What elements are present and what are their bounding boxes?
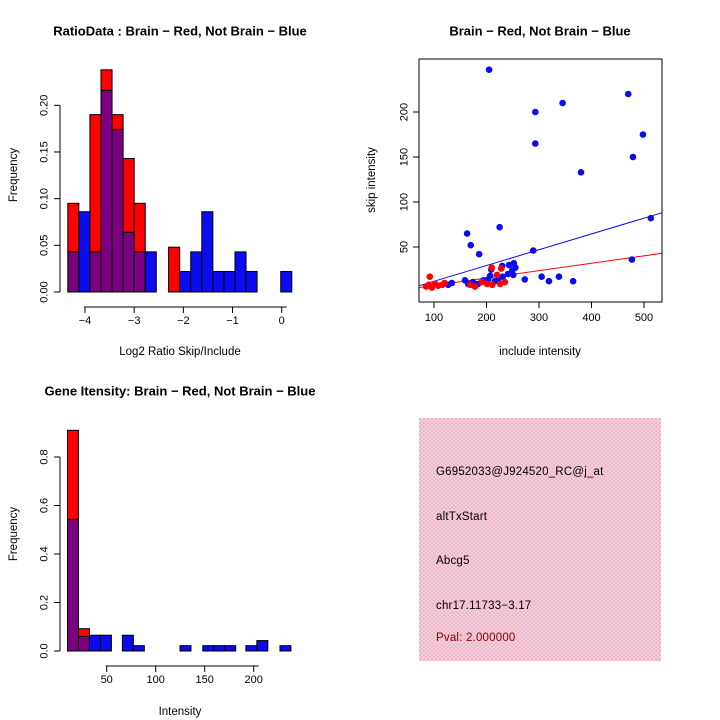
plot-box — [418, 58, 663, 303]
svg-text:0.00: 0.00 — [39, 281, 51, 302]
svg-text:150: 150 — [399, 148, 411, 166]
svg-text:0.15: 0.15 — [39, 141, 51, 162]
svg-text:100: 100 — [425, 312, 443, 324]
svg-text:200: 200 — [399, 103, 411, 121]
pval-text: Pval: 2.000000 — [436, 632, 516, 644]
svg-text:200: 200 — [245, 674, 263, 686]
intensity-scatter-title: Brain − Red, Not Brain − Blue — [449, 23, 631, 39]
ratio-histogram-ylabel: Frequency — [8, 147, 20, 203]
panel-intensity-scatter: 100 200 300 400 500 50 100 150 200 Brain − Red, … — [360, 0, 720, 360]
gene-intensity-histogram-plot: 0.0 0.2 0.4 0.6 0.8 50 100 150 200 — [39, 429, 292, 686]
svg-text:0.05: 0.05 — [39, 235, 51, 256]
svg-text:0: 0 — [279, 315, 285, 327]
scatter-points — [422, 66, 655, 291]
gene-intensity-histogram-xlabel: Intensity — [158, 706, 202, 718]
intensity-scatter-ylabel: skip intensity — [366, 147, 378, 213]
gene-intensity-histogram-title: Gene Itensity: Brain − Red, Not Brain − … — [44, 383, 316, 399]
event-type-text: altTxStart — [436, 511, 488, 523]
x-axis: −4 −3 −2 −1 0 — [79, 306, 287, 327]
y-axis: 0.0 0.2 0.4 0.6 0.8 — [39, 449, 61, 659]
svg-text:0.20: 0.20 — [39, 95, 51, 116]
svg-text:50: 50 — [399, 241, 411, 253]
svg-text:100: 100 — [399, 193, 411, 211]
svg-text:100: 100 — [147, 674, 165, 686]
intensity-scatter-plot: 100 200 300 400 500 50 100 150 200 — [399, 58, 663, 324]
ratio-histogram-xlabel: Log2 Ratio Skip/Include — [119, 346, 241, 358]
svg-text:0.2: 0.2 — [39, 595, 51, 610]
svg-text:−4: −4 — [79, 315, 92, 327]
svg-text:300: 300 — [530, 312, 548, 324]
y-axis: 50 100 150 200 — [399, 103, 419, 253]
intensity-scatter-xlabel: include intensity — [499, 346, 581, 358]
x-axis: 50 100 150 200 — [101, 665, 263, 686]
y-axis: 0.00 0.05 0.10 0.15 0.20 — [39, 95, 61, 303]
svg-text:0.4: 0.4 — [39, 546, 51, 561]
gene-name-text: Abcg5 — [436, 555, 470, 567]
svg-text:−2: −2 — [177, 315, 190, 327]
panel-ratio-histogram: 0.00 0.05 0.10 0.15 0.20 −4 −3 −2 −1 0 RatioData … — [0, 0, 360, 360]
histogram-bars — [67, 69, 293, 293]
svg-text:−3: −3 — [128, 315, 141, 327]
panel-gene-info: G6952033@J924520_RC@j_at altTxStart Abcg… — [360, 360, 720, 720]
probe-id-text: G6952033@J924520_RC@j_at — [436, 466, 604, 478]
svg-text:400: 400 — [582, 312, 600, 324]
svg-text:0.8: 0.8 — [39, 449, 51, 464]
panel-gene-intensity-histogram: 0.0 0.2 0.4 0.6 0.8 50 100 150 200 Gene Itensity… — [0, 360, 360, 720]
x-axis: 100 200 300 400 500 — [425, 302, 653, 324]
ratio-histogram-plot: 0.00 0.05 0.10 0.15 0.20 −4 −3 −2 −1 0 — [39, 69, 293, 327]
svg-text:0.0: 0.0 — [39, 643, 51, 658]
svg-text:500: 500 — [635, 312, 653, 324]
gene-intensity-histogram-ylabel: Frequency — [8, 506, 20, 562]
svg-text:200: 200 — [477, 312, 495, 324]
genomic-location-text: chr17.11733−3.17 — [436, 600, 532, 612]
svg-text:0.10: 0.10 — [39, 188, 51, 209]
svg-text:0.6: 0.6 — [39, 498, 51, 513]
gene-info-card: G6952033@J924520_RC@j_at altTxStart Abcg… — [419, 418, 661, 661]
ratio-histogram-title: RatioData : Brain − Red, Not Brain − Blu… — [53, 23, 307, 39]
regression-lines — [419, 212, 662, 288]
svg-text:−1: −1 — [226, 315, 239, 327]
svg-text:150: 150 — [196, 674, 214, 686]
histogram-bars — [67, 429, 292, 652]
svg-text:50: 50 — [101, 674, 113, 686]
